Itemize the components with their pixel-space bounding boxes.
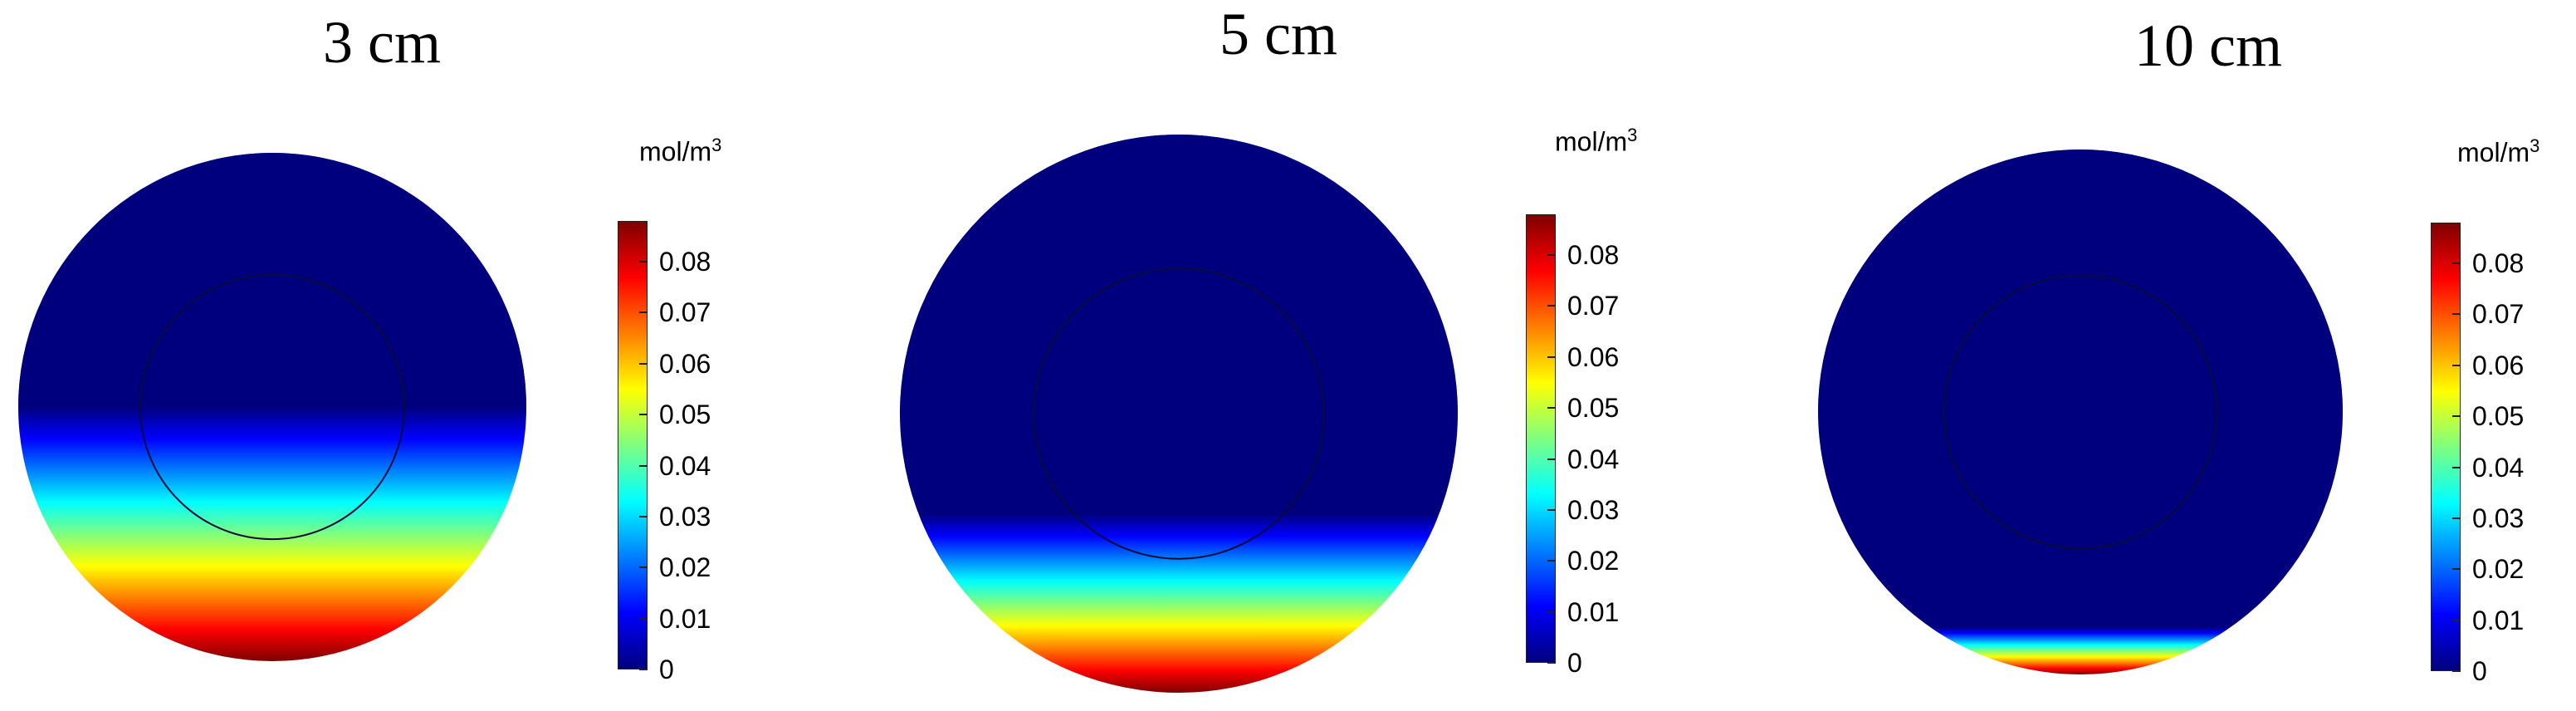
colorbar-tick-label: 0.03	[2472, 503, 2525, 533]
colorbar-tick-mark	[1547, 305, 1556, 307]
colorbar-unit-label-3: mol/m3	[2457, 135, 2540, 168]
colorbar-tick-mark	[2452, 364, 2461, 366]
colorbar-tick-label: 0.08	[659, 247, 711, 277]
colorbar-tick-label: 0.04	[1567, 444, 1620, 474]
colorbar-tick-label: 0.06	[659, 348, 711, 379]
colorbar-tick-label: 0.07	[659, 297, 711, 328]
colorbar-tick-label: 0.01	[2472, 605, 2525, 635]
colorbar-tick-mark	[2452, 568, 2461, 571]
colorbar-tick-label: 0.07	[2472, 299, 2525, 330]
colorbar-tick-mark	[639, 414, 648, 416]
colorbar-tick-mark	[639, 515, 648, 517]
inner-boundary-circle	[1033, 267, 1325, 560]
panel-title-2: 5 cm	[1220, 1, 1337, 67]
colorbar-tick-mark	[639, 362, 648, 365]
colorbar-tick-mark	[2452, 313, 2461, 316]
colorbar-2	[1526, 214, 1556, 663]
colorbar-unit-label-1: mol/m3	[639, 135, 722, 167]
colorbar-tick-label: 0.05	[2472, 401, 2525, 432]
colorbar-tick-mark	[1547, 560, 1556, 562]
colorbar-tick-mark	[639, 311, 648, 314]
colorbar-tick-label: 0	[2472, 656, 2487, 686]
colorbar-tick-label: 0.03	[1567, 494, 1620, 525]
inner-boundary-circle	[139, 273, 406, 541]
colorbar-tick-mark	[639, 617, 648, 620]
inner-boundary-circle	[1943, 274, 2218, 550]
panel-title-3: 10 cm	[2134, 12, 2282, 79]
concentration-disk-1	[18, 153, 526, 661]
colorbar-tick-mark	[1547, 508, 1556, 511]
colorbar-tick-label: 0.01	[1567, 596, 1620, 627]
colorbar-tick-mark	[2452, 517, 2461, 519]
colorbar-tick-mark	[1547, 254, 1556, 257]
upper-half-region	[900, 135, 1458, 414]
colorbar-tick-label: 0.03	[659, 501, 711, 532]
upper-half-region	[1818, 150, 2343, 412]
colorbar-tick-label: 0.02	[1567, 546, 1620, 576]
colorbar-tick-mark	[2452, 262, 2461, 265]
upper-half-region	[18, 153, 526, 407]
colorbar-tick-label: 0.04	[2472, 452, 2525, 483]
colorbar-tick-mark	[639, 464, 648, 467]
colorbar-tick-mark	[1547, 407, 1556, 409]
colorbar-tick-label: 0.05	[659, 400, 711, 430]
colorbar-tick-mark	[2452, 670, 2461, 672]
colorbar-tick-label: 0.05	[1567, 393, 1620, 424]
concentration-disk-3	[1818, 150, 2343, 674]
colorbar-1	[618, 221, 648, 669]
colorbar-tick-label: 0.06	[2472, 350, 2525, 380]
colorbar-tick-mark	[639, 669, 648, 670]
colorbar-unit-label-2: mol/m3	[1555, 125, 1638, 157]
colorbar-tick-label: 0.02	[2472, 554, 2525, 585]
colorbar-tick-label: 0.04	[659, 450, 711, 481]
colorbar-3	[2431, 223, 2461, 671]
colorbar-tick-label: 0.02	[659, 552, 711, 583]
colorbar-tick-label: 0.01	[659, 603, 711, 634]
colorbar-tick-mark	[2452, 619, 2461, 621]
colorbar-tick-label: 0.08	[1567, 240, 1620, 271]
colorbar-tick-mark	[1547, 610, 1556, 613]
colorbar-tick-mark	[1547, 356, 1556, 358]
colorbar-tick-label: 0.08	[2472, 248, 2525, 279]
colorbar-tick-mark	[639, 566, 648, 569]
colorbar-tick-label: 0	[659, 655, 674, 684]
colorbar-tick-mark	[1547, 458, 1556, 460]
colorbar-tick-mark	[2452, 466, 2461, 468]
colorbar-tick-mark	[639, 261, 648, 263]
colorbar-tick-label: 0.06	[1567, 341, 1620, 372]
panel-title-1: 3 cm	[323, 9, 441, 76]
colorbar-tick-label: 0	[1567, 648, 1582, 678]
colorbar-tick-label: 0.07	[1567, 291, 1620, 321]
colorbar-tick-mark	[2452, 415, 2461, 418]
colorbar-tick-mark	[1547, 662, 1556, 664]
concentration-disk-2	[900, 135, 1458, 693]
